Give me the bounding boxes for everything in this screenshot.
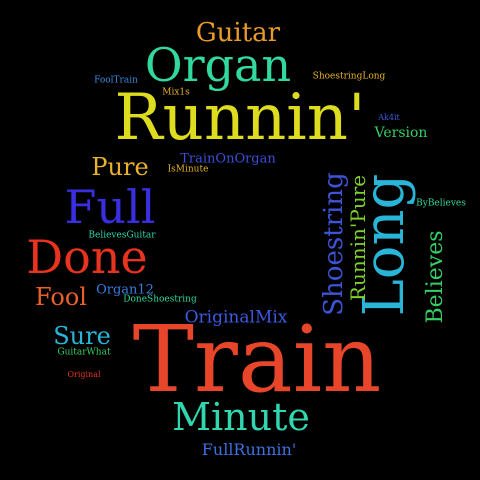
word-believes: Believes	[423, 230, 448, 324]
word-fullrunnin: FullRunnin'	[201, 440, 297, 459]
word-full: Full	[64, 180, 156, 234]
word-shoestringlong: ShoestringLong	[312, 71, 386, 82]
word-runnin-pure: Runnin'Pure	[346, 174, 370, 302]
word-organ12: Organ12	[96, 282, 154, 298]
word-done: Done	[26, 230, 148, 284]
word-minute: Minute	[172, 395, 310, 439]
word-ak4it: Ak4it	[378, 113, 400, 122]
word-sure: Sure	[53, 322, 111, 350]
word-guitar: Guitar	[195, 18, 281, 48]
word-version: Version	[374, 125, 428, 141]
word-isminute: IsMinute	[167, 164, 209, 175]
word-doneshoestring: DoneShoestring	[123, 294, 197, 305]
word-shoestring: Shoestring	[319, 172, 349, 316]
word-fooltrain: FoolTrain	[94, 75, 138, 86]
word-believesguitar: BelievesGuitar	[88, 230, 156, 241]
word-original: Original	[67, 370, 101, 379]
word-mix1s: Mix1s	[162, 87, 190, 98]
word-runnin: Runnin'	[114, 81, 366, 155]
word-organ: Organ	[144, 38, 292, 92]
word-train: Train	[132, 306, 382, 413]
word-pure: Pure	[91, 153, 149, 181]
word-guitarwhat: GuitarWhat	[57, 347, 111, 358]
word-bybelieves: ByBelieves	[416, 198, 466, 209]
word-fool: Fool	[35, 283, 87, 311]
word-originalmix: OriginalMix	[184, 307, 288, 328]
word-trainonorgan: TrainOnOrgan	[180, 151, 276, 167]
